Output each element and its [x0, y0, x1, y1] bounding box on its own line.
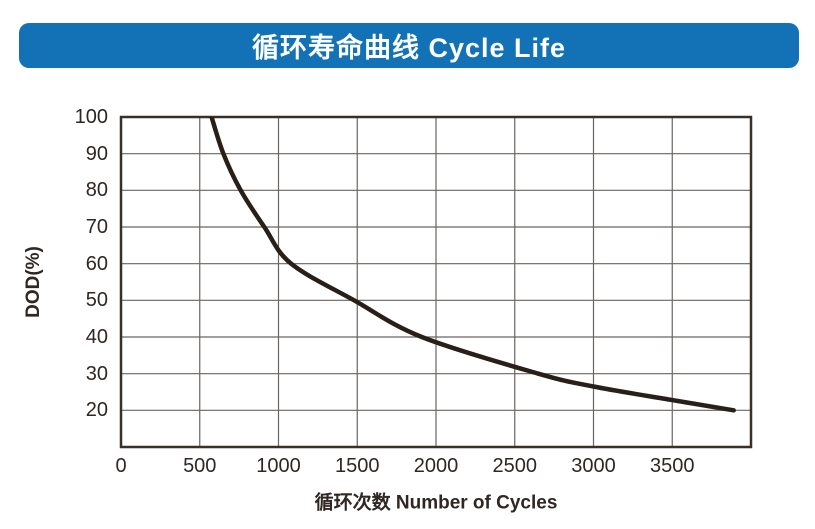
x-axis-title: 循环次数 Number of Cycles — [314, 492, 558, 514]
x-tick-label: 3000 — [571, 455, 616, 477]
x-tick-label: 2000 — [413, 455, 459, 477]
x-tick-label: 2500 — [492, 455, 538, 477]
y-tick-label: 70 — [85, 216, 108, 238]
y-tick-label: 90 — [85, 142, 108, 165]
title-banner: 循环寿命曲线 Cycle Life — [19, 23, 799, 68]
y-tick-label: 30 — [85, 362, 108, 385]
x-tick-label: 500 — [183, 455, 217, 477]
y-tick-label: 60 — [85, 252, 108, 275]
page-title: 循环寿命曲线 Cycle Life — [251, 33, 567, 63]
x-tick-label: 0 — [115, 455, 127, 477]
y-tick-label: 80 — [85, 179, 108, 202]
x-tick-label: 1000 — [256, 455, 301, 477]
y-tick-label: 40 — [85, 326, 108, 348]
x-tick-label: 3500 — [650, 455, 695, 477]
y-tick-label: 100 — [74, 106, 108, 128]
y-tick-label: 50 — [85, 289, 108, 312]
cycle-life-curve — [209, 117, 736, 413]
y-axis-title: DOD(%) — [23, 246, 44, 318]
x-tick-label: 1500 — [335, 455, 380, 477]
y-tick-label: 20 — [85, 399, 108, 422]
